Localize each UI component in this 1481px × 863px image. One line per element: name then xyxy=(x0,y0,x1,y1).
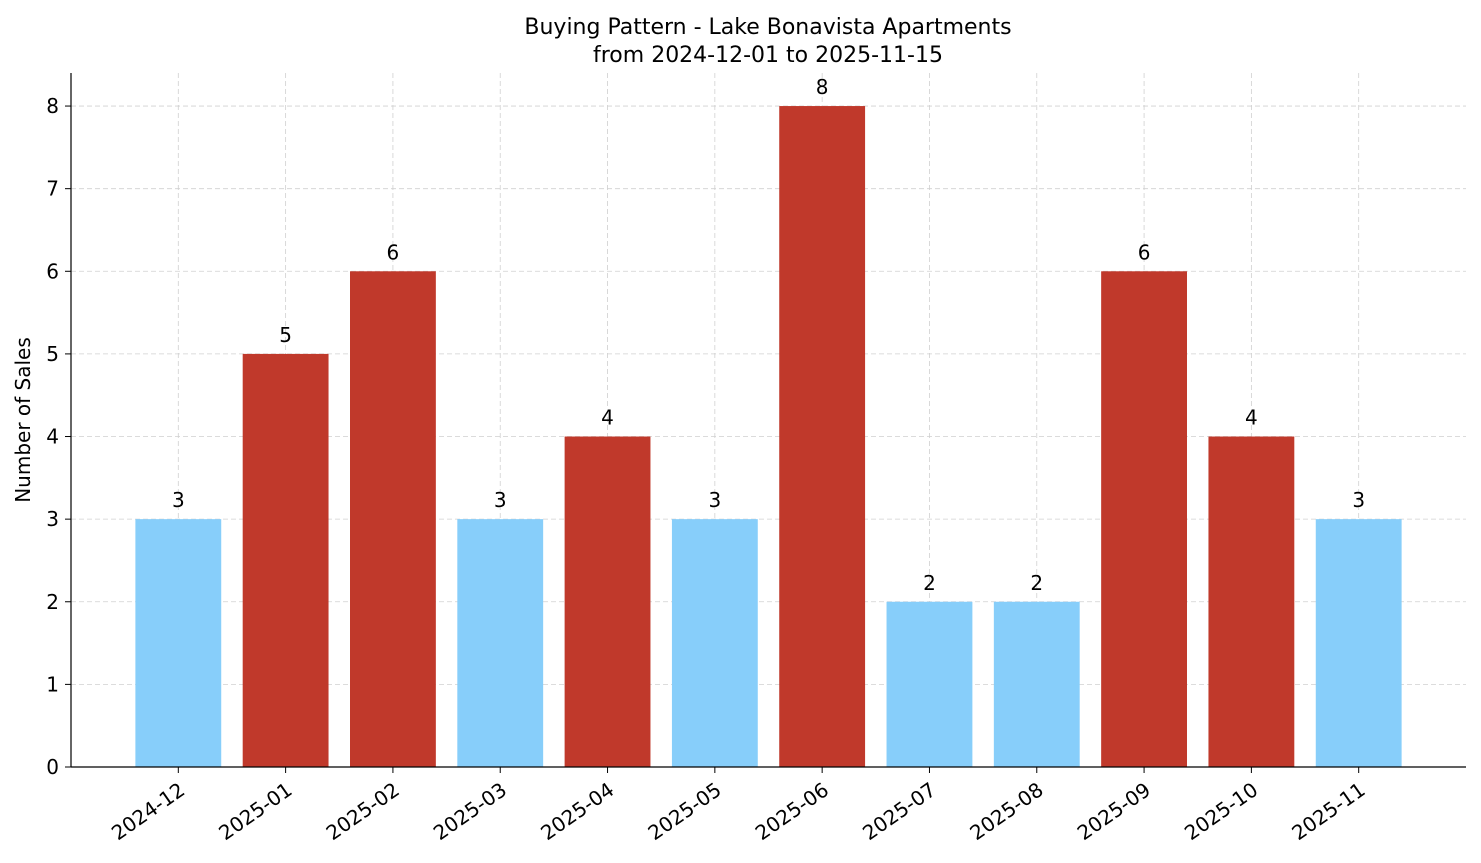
y-tick-label: 4 xyxy=(46,425,59,449)
x-tick-label: 2025-10 xyxy=(1180,777,1262,845)
x-tick-label: 2025-09 xyxy=(1073,777,1155,845)
data-label: 8 xyxy=(816,75,829,99)
data-label: 6 xyxy=(1138,240,1151,264)
y-tick-label: 3 xyxy=(46,507,59,531)
data-label: 3 xyxy=(494,488,507,512)
data-label: 4 xyxy=(1245,406,1258,430)
bar xyxy=(779,106,866,768)
x-tick-label: 2025-04 xyxy=(536,777,618,845)
x-tick-label: 2025-05 xyxy=(643,777,725,845)
y-tick-label: 2 xyxy=(46,590,59,614)
x-tick-label: 2025-03 xyxy=(429,777,511,845)
bar xyxy=(1101,271,1187,767)
y-tick-label: 6 xyxy=(46,259,59,283)
bar xyxy=(242,353,329,767)
bar xyxy=(135,519,222,767)
y-tick-label: 0 xyxy=(46,755,59,779)
x-tick-label: 2025-02 xyxy=(322,777,404,845)
y-tick-label: 8 xyxy=(46,94,59,118)
x-tick-label: 2025-01 xyxy=(214,777,296,845)
bar xyxy=(671,519,758,767)
x-tick-label: 2025-07 xyxy=(858,777,940,845)
chart-subtitle: from 2024-12-01 to 2025-11-15 xyxy=(593,43,943,68)
x-tick-label: 2025-11 xyxy=(1287,777,1369,845)
data-label: 3 xyxy=(172,488,185,512)
bar xyxy=(1208,436,1295,767)
data-label: 3 xyxy=(708,488,721,512)
bar xyxy=(886,601,973,767)
data-label: 2 xyxy=(1030,571,1043,595)
y-axis-label: Number of Sales xyxy=(11,337,35,503)
y-tick-label: 5 xyxy=(46,342,59,366)
y-tick-label: 7 xyxy=(46,177,59,201)
bar xyxy=(1315,519,1402,767)
x-tick-label: 2024-12 xyxy=(107,777,189,845)
bar xyxy=(993,601,1080,767)
bars xyxy=(135,106,1402,768)
data-label: 6 xyxy=(387,240,400,264)
data-label: 4 xyxy=(601,406,614,430)
bar xyxy=(350,271,436,767)
data-label: 2 xyxy=(923,571,936,595)
x-tick-label: 2025-06 xyxy=(751,777,833,845)
data-label: 3 xyxy=(1352,488,1365,512)
data-label: 5 xyxy=(279,323,292,347)
bar xyxy=(564,436,651,767)
x-tick-label: 2025-08 xyxy=(965,777,1047,845)
y-tick-label: 1 xyxy=(46,672,59,696)
bar xyxy=(457,519,544,767)
chart-title: Buying Pattern - Lake Bonavista Apartmen… xyxy=(524,15,1011,40)
